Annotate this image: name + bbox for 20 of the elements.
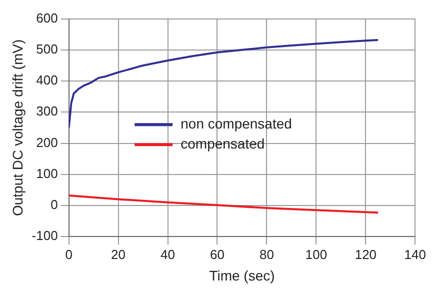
y-tick-label: 400 (36, 72, 58, 88)
y-tick-label: 500 (36, 41, 58, 56)
y-tick-label: 100 (36, 166, 58, 181)
y-tick-label: 0 (50, 197, 58, 212)
x-tick-label: 0 (65, 246, 72, 262)
x-tick-label: 140 (404, 246, 426, 262)
x-tick-label: 20 (111, 246, 126, 262)
y-tick-label: 200 (36, 134, 58, 150)
x-tick-label: 80 (259, 246, 274, 262)
x-tick-label: 60 (210, 246, 224, 262)
x-tick-label: 40 (160, 246, 176, 262)
y-tick-label: -100 (32, 228, 58, 244)
x-tick-label: 100 (305, 246, 328, 262)
legend-label: compensated (180, 135, 265, 152)
x-axis-title: Time (sec) (209, 267, 275, 284)
y-tick-label: 300 (36, 104, 58, 119)
legend-label: non compensated (180, 115, 292, 132)
y-axis-title: Output DC voltage drift (mV) (9, 39, 26, 216)
y-tick-label: 600 (36, 10, 58, 26)
x-tick-label: 120 (354, 246, 377, 262)
